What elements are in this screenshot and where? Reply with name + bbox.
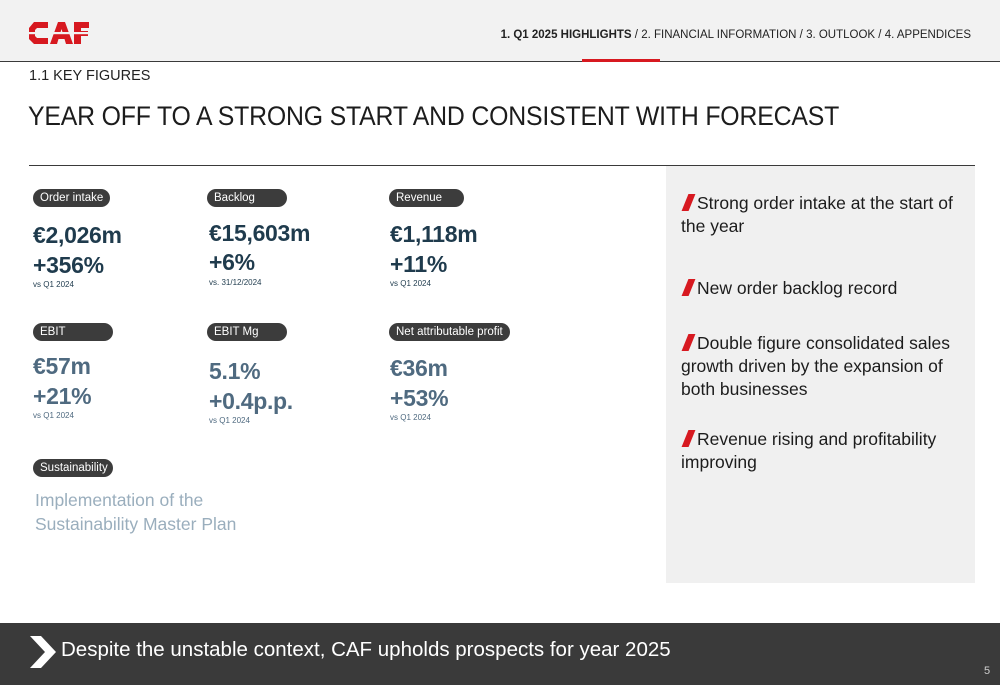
highlight-text: New order backlog record bbox=[697, 278, 898, 298]
sustainability-line-2: Sustainability Master Plan bbox=[35, 514, 237, 534]
caf-logo bbox=[28, 22, 90, 44]
red-slash-icon bbox=[681, 430, 696, 447]
kpi-change-backlog: +6% bbox=[209, 249, 255, 275]
kpi-change-revenue: +11% bbox=[390, 251, 447, 277]
highlights-panel: Strong order intake at the start of the … bbox=[666, 166, 975, 583]
footer-bar bbox=[0, 623, 1000, 685]
kpi-label-ebit: EBIT bbox=[33, 323, 113, 341]
highlight-item: New order backlog record bbox=[681, 277, 961, 300]
red-slash-icon bbox=[681, 279, 696, 296]
section-label: 1.1 KEY FIGURES bbox=[29, 68, 151, 84]
kpi-label-revenue: Revenue bbox=[389, 189, 464, 207]
nav-separator: / bbox=[799, 29, 803, 41]
sustainability-text: Implementation of the Sustainability Mas… bbox=[35, 488, 236, 536]
kpi-value-ebit: €57m bbox=[33, 353, 91, 379]
nav-item-outlook[interactable]: 3. OUTLOOK bbox=[806, 29, 876, 41]
kpi-note-order-intake: vs Q1 2024 bbox=[33, 280, 74, 289]
red-slash-icon bbox=[681, 334, 696, 351]
highlight-text: Strong order intake at the start of the … bbox=[681, 193, 953, 236]
highlight-item: Double figure consolidated sales growth … bbox=[681, 332, 961, 401]
active-nav-indicator bbox=[582, 59, 660, 62]
header-bar bbox=[0, 0, 1000, 62]
kpi-note-ebit: vs Q1 2024 bbox=[33, 411, 74, 420]
highlight-item: Revenue rising and profitability improvi… bbox=[681, 428, 961, 474]
kpi-value-net-profit: €36m bbox=[390, 355, 448, 381]
footer-message: Despite the unstable context, CAF uphold… bbox=[61, 638, 671, 661]
kpi-label-order-intake: Order intake bbox=[33, 189, 111, 207]
kpi-change-ebit-margin: +0.4p.p. bbox=[209, 388, 293, 414]
kpi-change-ebit: +21% bbox=[33, 383, 92, 409]
chevron-right-icon bbox=[30, 636, 56, 668]
page-number: 5 bbox=[984, 665, 991, 677]
nav-item-financial-information[interactable]: 2. FINANCIAL INFORMATION bbox=[641, 29, 797, 41]
kpi-change-net-profit: +53% bbox=[390, 385, 449, 411]
kpi-change-order-intake: +356% bbox=[33, 252, 104, 278]
sustainability-line-1: Implementation of the bbox=[35, 490, 204, 510]
kpi-value-order-intake: €2,026m bbox=[33, 222, 122, 248]
page-title: YEAR OFF TO A STRONG START AND CONSISTEN… bbox=[28, 101, 840, 131]
highlight-text: Double figure consolidated sales growth … bbox=[681, 333, 950, 399]
kpi-value-backlog: €15,603m bbox=[209, 220, 311, 246]
kpi-label-backlog: Backlog bbox=[207, 189, 287, 207]
highlight-text: Revenue rising and profitability improvi… bbox=[681, 429, 937, 472]
nav-item-highlights[interactable]: 1. Q1 2025 HIGHLIGHTS bbox=[500, 29, 632, 41]
nav-item-appendices[interactable]: 4. APPENDICES bbox=[884, 29, 971, 41]
kpi-note-net-profit: vs Q1 2024 bbox=[390, 413, 431, 422]
kpi-label-net-profit: Net attributable profit bbox=[389, 323, 510, 341]
kpi-note-revenue: vs Q1 2024 bbox=[390, 279, 431, 288]
kpi-note-ebit-margin: vs Q1 2024 bbox=[209, 416, 250, 425]
kpi-value-revenue: €1,118m bbox=[390, 221, 478, 247]
highlight-item: Strong order intake at the start of the … bbox=[681, 192, 961, 238]
red-slash-icon bbox=[681, 194, 696, 211]
title-divider bbox=[29, 165, 975, 166]
nav-separator: / bbox=[878, 29, 882, 41]
kpi-note-backlog: vs. 31/12/2024 bbox=[209, 278, 262, 287]
kpi-label-sustainability: Sustainability bbox=[33, 459, 113, 477]
kpi-value-ebit-margin: 5.1% bbox=[209, 358, 261, 384]
kpi-label-ebit-margin: EBIT Mg bbox=[207, 323, 287, 341]
nav-separator: / bbox=[634, 29, 638, 41]
top-navigation: 1. Q1 2025 HIGHLIGHTS / 2. FINANCIAL INF… bbox=[501, 29, 971, 41]
